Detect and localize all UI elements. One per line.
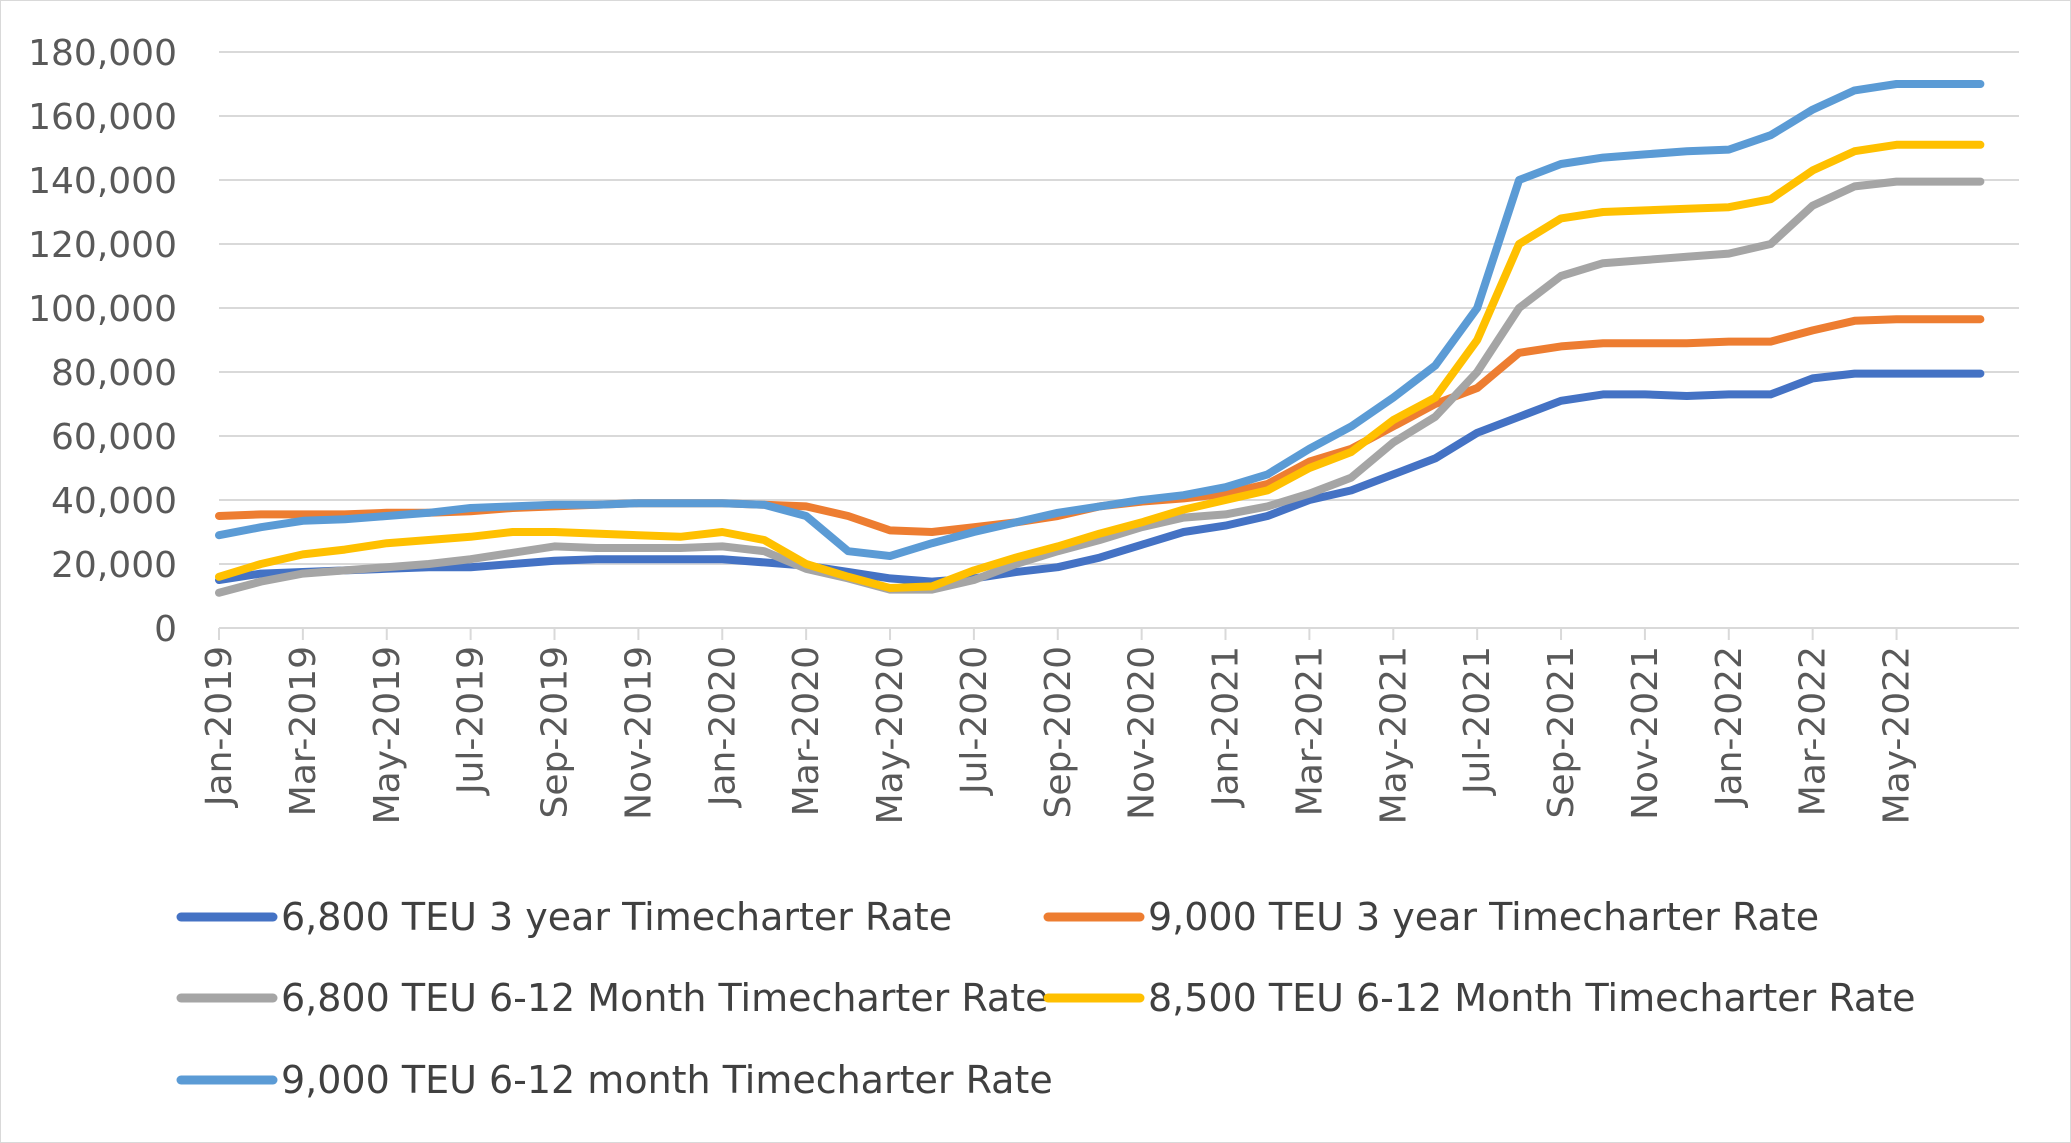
- legend-item: 6,800 TEU 6-12 Month Timecharter Rate: [176, 976, 1048, 1020]
- legend-item: 9,000 TEU 3 year Timecharter Rate: [1043, 895, 1819, 939]
- series-line-1: [215, 369, 1985, 586]
- y-tick-label: 100,000: [28, 289, 177, 330]
- y-tick-label: 120,000: [28, 225, 177, 266]
- x-axis-tick-labels: Jan-2019 Mar-2019 May-2019 Jul-2019 Sep-2019…: [199, 628, 1918, 824]
- x-tick-label: May-2022: [1877, 646, 1918, 824]
- x-tick-label: Sep-2021: [1541, 646, 1582, 818]
- legend-label: 9,000 TEU 6-12 month Timecharter Rate: [281, 1058, 1053, 1102]
- y-tick-label: 80,000: [51, 353, 177, 394]
- y-tick-label: 180,000: [28, 33, 177, 74]
- x-tick-label: Jan-2020: [702, 646, 743, 808]
- x-tick-label: Jul-2021: [1457, 646, 1498, 796]
- x-tick-label: Sep-2020: [1038, 646, 1079, 818]
- x-tick-label: Nov-2019: [618, 646, 659, 820]
- series-line-3: [215, 177, 1985, 597]
- legend-item: 6,800 TEU 3 year Timecharter Rate: [176, 895, 952, 939]
- x-tick-label: Jan-2019: [199, 646, 240, 808]
- x-tick-label: Nov-2020: [1122, 646, 1163, 820]
- x-tick-label: Jan-2021: [1206, 646, 1247, 808]
- series-lines: [215, 80, 1985, 597]
- x-tick-label: Mar-2020: [786, 646, 827, 816]
- x-tick-label: Jul-2019: [451, 646, 492, 796]
- x-tick-label: Jan-2022: [1709, 646, 1750, 808]
- legend-label: 6,800 TEU 6-12 Month Timecharter Rate: [281, 976, 1048, 1020]
- x-tick-label: Nov-2021: [1625, 646, 1666, 820]
- x-tick-label: May-2020: [870, 646, 911, 824]
- series-line-5: [215, 80, 1985, 560]
- series-line-4: [215, 140, 1985, 592]
- legend-label: 9,000 TEU 3 year Timecharter Rate: [1148, 895, 1819, 939]
- x-tick-label: Mar-2021: [1289, 646, 1330, 816]
- legend-item: 9,000 TEU 6-12 month Timecharter Rate: [176, 1058, 1053, 1102]
- y-tick-label: 140,000: [28, 161, 177, 202]
- y-tick-label: 60,000: [51, 417, 177, 458]
- legend: 6,800 TEU 3 year Timecharter Rate 9,000 T…: [176, 895, 1915, 1102]
- legend-label: 6,800 TEU 3 year Timecharter Rate: [281, 895, 952, 939]
- x-tick-label: Mar-2019: [283, 646, 324, 816]
- y-tick-label: 40,000: [51, 481, 177, 522]
- x-tick-label: Jul-2020: [954, 646, 995, 796]
- legend-label: 8,500 TEU 6-12 Month Timecharter Rate: [1148, 976, 1915, 1020]
- y-tick-label: 0: [154, 609, 177, 650]
- x-tick-label: May-2019: [367, 646, 408, 824]
- y-axis-tick-labels: 0 20,000 40,000 60,000 80,000 100,000 120,000 1…: [28, 33, 177, 650]
- y-tick-label: 160,000: [28, 97, 177, 138]
- x-tick-label: Sep-2019: [535, 646, 576, 818]
- x-tick-label: May-2021: [1373, 646, 1414, 824]
- legend-item: 8,500 TEU 6-12 Month Timecharter Rate: [1043, 976, 1915, 1020]
- x-tick-label: Mar-2022: [1793, 646, 1834, 816]
- y-tick-label: 20,000: [51, 545, 177, 586]
